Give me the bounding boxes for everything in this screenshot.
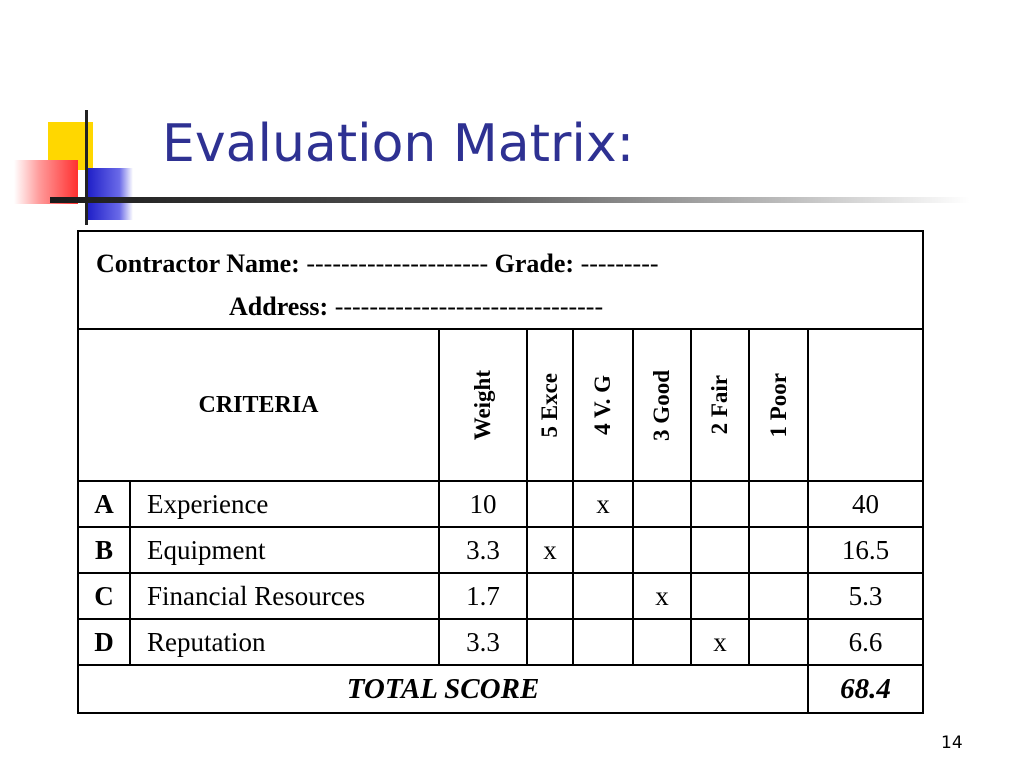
score-value: 16.5 xyxy=(806,526,925,574)
rating-header-very-good: 4 V. G xyxy=(590,375,615,435)
decor-vertical-line xyxy=(85,110,88,225)
address-line: Address: ------------------------------- xyxy=(96,285,922,328)
rating-mark xyxy=(632,618,692,666)
table-row: A Experience 10 x 40 xyxy=(77,480,925,528)
rating-mark xyxy=(572,526,634,574)
contractor-label: Contractor Name: xyxy=(96,249,300,278)
rating-header-poor: 1 Poor xyxy=(765,372,791,438)
rating-mark xyxy=(632,480,692,528)
rating-mark xyxy=(690,480,750,528)
rating-mark: x xyxy=(632,572,692,620)
rating-mark xyxy=(632,526,692,574)
rating-mark xyxy=(572,572,634,620)
total-score-label: TOTAL SCORE xyxy=(77,664,809,714)
rating-mark xyxy=(748,572,809,620)
criterion-name: Equipment xyxy=(129,526,440,574)
decor-blue-square xyxy=(88,168,133,220)
contractor-info-cell: Contractor Name: --------------------- G… xyxy=(76,230,925,330)
weight-value: 3.3 xyxy=(438,526,528,574)
criterion-name: Reputation xyxy=(129,618,440,666)
criteria-header: CRITERIA xyxy=(77,328,440,482)
score-value: 5.3 xyxy=(806,572,925,620)
rating-mark xyxy=(748,480,809,528)
grade-blank: --------- xyxy=(580,249,659,278)
weight-value: 10 xyxy=(438,480,528,528)
rating-mark: x xyxy=(690,618,750,666)
rating-header-good: 3 Good xyxy=(649,369,674,441)
total-score-value: 68.4 xyxy=(806,664,925,714)
row-letter: B xyxy=(77,526,131,574)
rating-mark xyxy=(572,618,634,666)
row-letter: C xyxy=(77,572,131,620)
form-header-row: Contractor Name: --------------------- G… xyxy=(76,230,925,330)
total-row: TOTAL SCORE 68.4 xyxy=(77,664,925,714)
rating-header-cell: 2 Fair xyxy=(690,328,750,482)
evaluation-matrix-table: Contractor Name: --------------------- G… xyxy=(76,230,925,714)
criterion-name: Experience xyxy=(129,480,440,528)
weight-value: 1.7 xyxy=(438,572,528,620)
row-letter: A xyxy=(77,480,131,528)
contractor-line: Contractor Name: --------------------- G… xyxy=(96,242,922,285)
rating-mark xyxy=(526,572,574,620)
rating-mark xyxy=(526,618,574,666)
rating-mark: x xyxy=(526,526,574,574)
address-label: Address: xyxy=(229,292,329,321)
weight-header: Weight xyxy=(470,369,495,441)
rating-mark xyxy=(690,572,750,620)
rating-header-excellent: 5 Exce xyxy=(537,372,562,438)
contractor-blank: --------------------- xyxy=(306,249,489,278)
rating-header-fair: 2 Fair xyxy=(707,375,732,435)
grade-label: Grade: xyxy=(494,249,575,278)
table-row: C Financial Resources 1.7 x 5.3 xyxy=(77,572,925,620)
rating-mark xyxy=(748,618,809,666)
table-row: D Reputation 3.3 x 6.6 xyxy=(77,618,925,666)
title-underline xyxy=(50,197,970,203)
column-header-row: CRITERIA Weight 5 Exce 4 V. G 3 Good 2 F… xyxy=(77,328,925,482)
rating-header-cell: 5 Exce xyxy=(526,328,574,482)
score-header-cell xyxy=(806,328,925,482)
address-blank: ------------------------------- xyxy=(334,292,604,321)
rating-header-cell: 4 V. G xyxy=(572,328,634,482)
weight-value: 3.3 xyxy=(438,618,528,666)
rating-mark xyxy=(526,480,574,528)
rating-mark xyxy=(748,526,809,574)
rating-header-cell: 1 Poor xyxy=(748,328,809,482)
rating-mark: x xyxy=(572,480,634,528)
table-row: B Equipment 3.3 x 16.5 xyxy=(77,526,925,574)
weight-header-cell: Weight xyxy=(438,328,528,482)
row-letter: D xyxy=(77,618,131,666)
slide-title: Evaluation Matrix: xyxy=(162,114,635,174)
decor-red-square xyxy=(14,160,78,204)
score-value: 40 xyxy=(806,480,925,528)
criterion-name: Financial Resources xyxy=(129,572,440,620)
rating-mark xyxy=(690,526,750,574)
rating-header-cell: 3 Good xyxy=(632,328,692,482)
page-number: 14 xyxy=(941,733,963,753)
score-value: 6.6 xyxy=(806,618,925,666)
